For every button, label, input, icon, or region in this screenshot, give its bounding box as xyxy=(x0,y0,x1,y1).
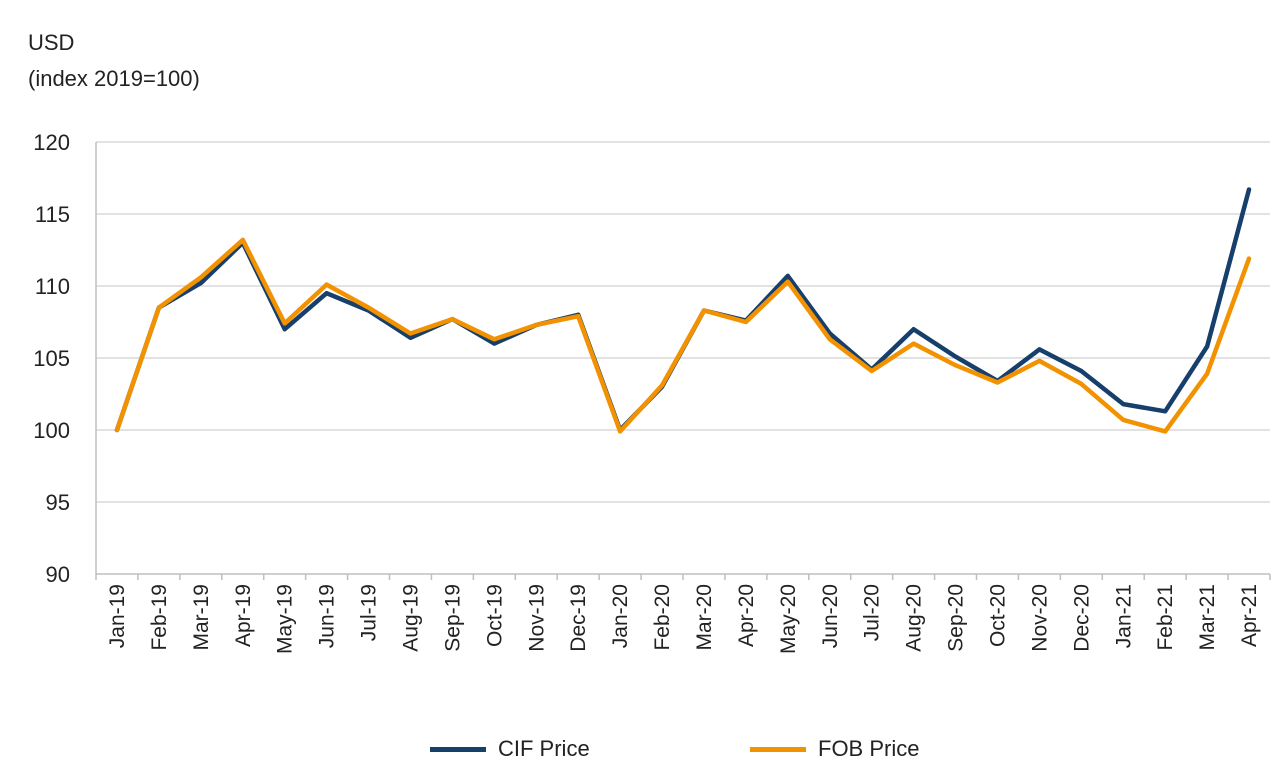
data-point xyxy=(995,380,1000,385)
x-tick-label: Apr-21 xyxy=(1238,584,1261,647)
y-axis-unit: USD xyxy=(28,30,75,55)
y-tick-label: 105 xyxy=(33,346,70,371)
data-point xyxy=(324,282,329,287)
x-tick-label: Mar-19 xyxy=(190,584,213,651)
data-point xyxy=(743,320,748,324)
data-point xyxy=(240,237,245,242)
data-point xyxy=(911,327,916,332)
data-point xyxy=(114,428,119,432)
legend-label-cif: CIF Price xyxy=(498,736,590,761)
data-point xyxy=(1247,187,1252,192)
data-point xyxy=(785,279,790,284)
x-tick-label: Aug-20 xyxy=(903,584,926,652)
legend-label-fob: FOB Price xyxy=(818,736,920,761)
y-tick-label: 90 xyxy=(46,562,70,587)
data-point xyxy=(1205,371,1210,376)
data-point xyxy=(408,331,413,336)
x-tick-label: Feb-21 xyxy=(1154,584,1177,651)
x-tick-label: Mar-21 xyxy=(1196,584,1219,651)
x-tick-label: Apr-20 xyxy=(735,584,758,647)
data-point xyxy=(366,305,371,310)
data-point xyxy=(408,335,413,340)
data-point xyxy=(198,281,203,286)
x-tick-label: Dec-19 xyxy=(567,584,590,652)
data-point xyxy=(1037,347,1042,352)
data-point xyxy=(701,308,706,313)
data-point xyxy=(827,337,832,342)
data-point xyxy=(1163,409,1168,414)
data-point xyxy=(156,305,161,310)
series-line xyxy=(114,187,1252,433)
data-point xyxy=(1079,368,1084,373)
y-tick-label: 110 xyxy=(35,274,70,299)
data-point xyxy=(1247,256,1252,261)
y-tick-label: 100 xyxy=(33,418,70,443)
y-tick-label: 95 xyxy=(46,490,70,515)
y-tick-label: 120 xyxy=(33,130,70,155)
x-tick-label: Jan-19 xyxy=(106,584,129,648)
legend-swatch-fob xyxy=(750,746,806,752)
data-point xyxy=(450,317,455,322)
y-tick-label: 115 xyxy=(35,202,70,227)
x-tick-label: Nov-20 xyxy=(1028,584,1051,652)
data-point xyxy=(282,327,287,332)
data-point xyxy=(785,273,790,278)
x-tick-label: Aug-19 xyxy=(399,584,422,652)
legend-item-cif: CIF Price xyxy=(430,736,590,762)
data-point xyxy=(953,354,958,359)
x-tick-label: May-20 xyxy=(777,584,800,654)
data-point xyxy=(1079,381,1084,386)
data-point xyxy=(492,337,497,342)
data-point xyxy=(324,291,329,296)
x-tick-label: Feb-19 xyxy=(148,584,171,651)
x-tick-label: Dec-20 xyxy=(1070,584,1093,652)
x-tick-label: Sep-19 xyxy=(441,584,464,652)
data-point xyxy=(618,429,623,434)
data-point xyxy=(576,314,581,319)
data-point xyxy=(911,341,916,346)
x-tick-label: Jul-19 xyxy=(358,584,381,641)
data-point xyxy=(1121,417,1126,422)
data-point xyxy=(869,368,874,373)
legend-swatch-cif xyxy=(430,746,486,752)
data-point xyxy=(660,383,665,388)
data-point xyxy=(198,275,203,280)
series-cif-price xyxy=(114,187,1252,433)
data-point xyxy=(1121,402,1126,407)
data-point xyxy=(282,321,287,326)
data-point xyxy=(1037,358,1042,363)
data-point xyxy=(492,341,497,346)
x-tick-label: May-19 xyxy=(274,584,297,654)
data-point xyxy=(1163,429,1168,434)
y-axis-label: (index 2019=100) xyxy=(28,66,200,91)
x-tick-label: Jun-20 xyxy=(819,584,842,648)
x-tick-label: Jan-20 xyxy=(609,584,632,648)
x-tick-label: Mar-20 xyxy=(693,584,716,651)
x-tick-label: Oct-20 xyxy=(986,584,1009,647)
series-line xyxy=(114,237,1252,434)
x-tick-label: Jun-19 xyxy=(316,584,339,648)
series-fob-price xyxy=(114,237,1252,434)
x-tick-label: Nov-19 xyxy=(525,584,548,652)
legend-item-fob: FOB Price xyxy=(750,736,919,762)
data-point xyxy=(1205,344,1210,349)
data-point xyxy=(953,363,958,368)
x-tick-label: Oct-19 xyxy=(483,584,506,647)
x-tick-label: Feb-20 xyxy=(651,584,674,651)
data-point xyxy=(534,322,539,327)
x-tick-label: Sep-20 xyxy=(945,584,968,652)
x-tick-label: Jul-20 xyxy=(861,584,884,641)
x-tick-label: Jan-21 xyxy=(1112,584,1135,648)
x-tick-label: Apr-19 xyxy=(232,584,255,647)
